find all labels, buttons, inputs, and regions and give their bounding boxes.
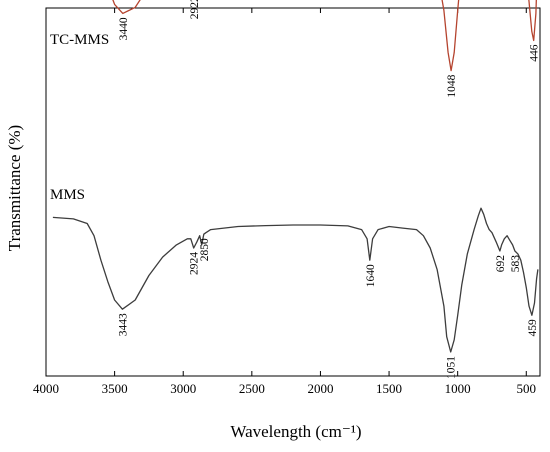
plot-frame — [45, 7, 541, 377]
peak-label: 1048 — [446, 74, 458, 97]
peak-label: 3440 — [118, 17, 130, 40]
x-tick-label: 500 — [517, 381, 537, 396]
x-tick-label: 1500 — [376, 381, 402, 396]
x-tick-label: 2500 — [239, 381, 265, 396]
peak-label: 2850 — [199, 238, 211, 261]
series-label-mms: MMS — [50, 187, 85, 203]
peak-label: 1640 — [365, 264, 377, 287]
peak-label: 583 — [510, 255, 522, 273]
x-tick-label: 3500 — [102, 381, 128, 396]
y-axis-title: Transmittance (%) — [5, 125, 24, 251]
peak-label: 1051 — [446, 356, 458, 379]
x-tick-label: 2000 — [307, 381, 333, 396]
x-tick-label: 4000 — [33, 381, 59, 396]
plot-border — [45, 7, 541, 377]
peak-label: 2924 — [189, 252, 201, 275]
series-line-mms — [52, 207, 539, 353]
x-axis-ticks: 4000 3500 3000 2500 2000 1500 1000 500 — [33, 8, 536, 396]
peak-label: 692 — [495, 255, 507, 273]
x-axis-title: Wavelength (cm⁻¹) — [230, 422, 361, 441]
peak-label: 459 — [527, 319, 539, 337]
series-label-tc-mms: TC-MMS — [50, 32, 109, 48]
peak-label: 2922 — [189, 0, 201, 19]
x-tick-label: 1000 — [445, 381, 471, 396]
x-tick-label: 3000 — [170, 381, 196, 396]
series-layer — [52, 0, 539, 353]
peak-label: 446 — [529, 44, 541, 62]
annotations-layer: 3440292228521640147810487185804463443292… — [117, 0, 540, 379]
peak-label: 3443 — [117, 313, 129, 336]
